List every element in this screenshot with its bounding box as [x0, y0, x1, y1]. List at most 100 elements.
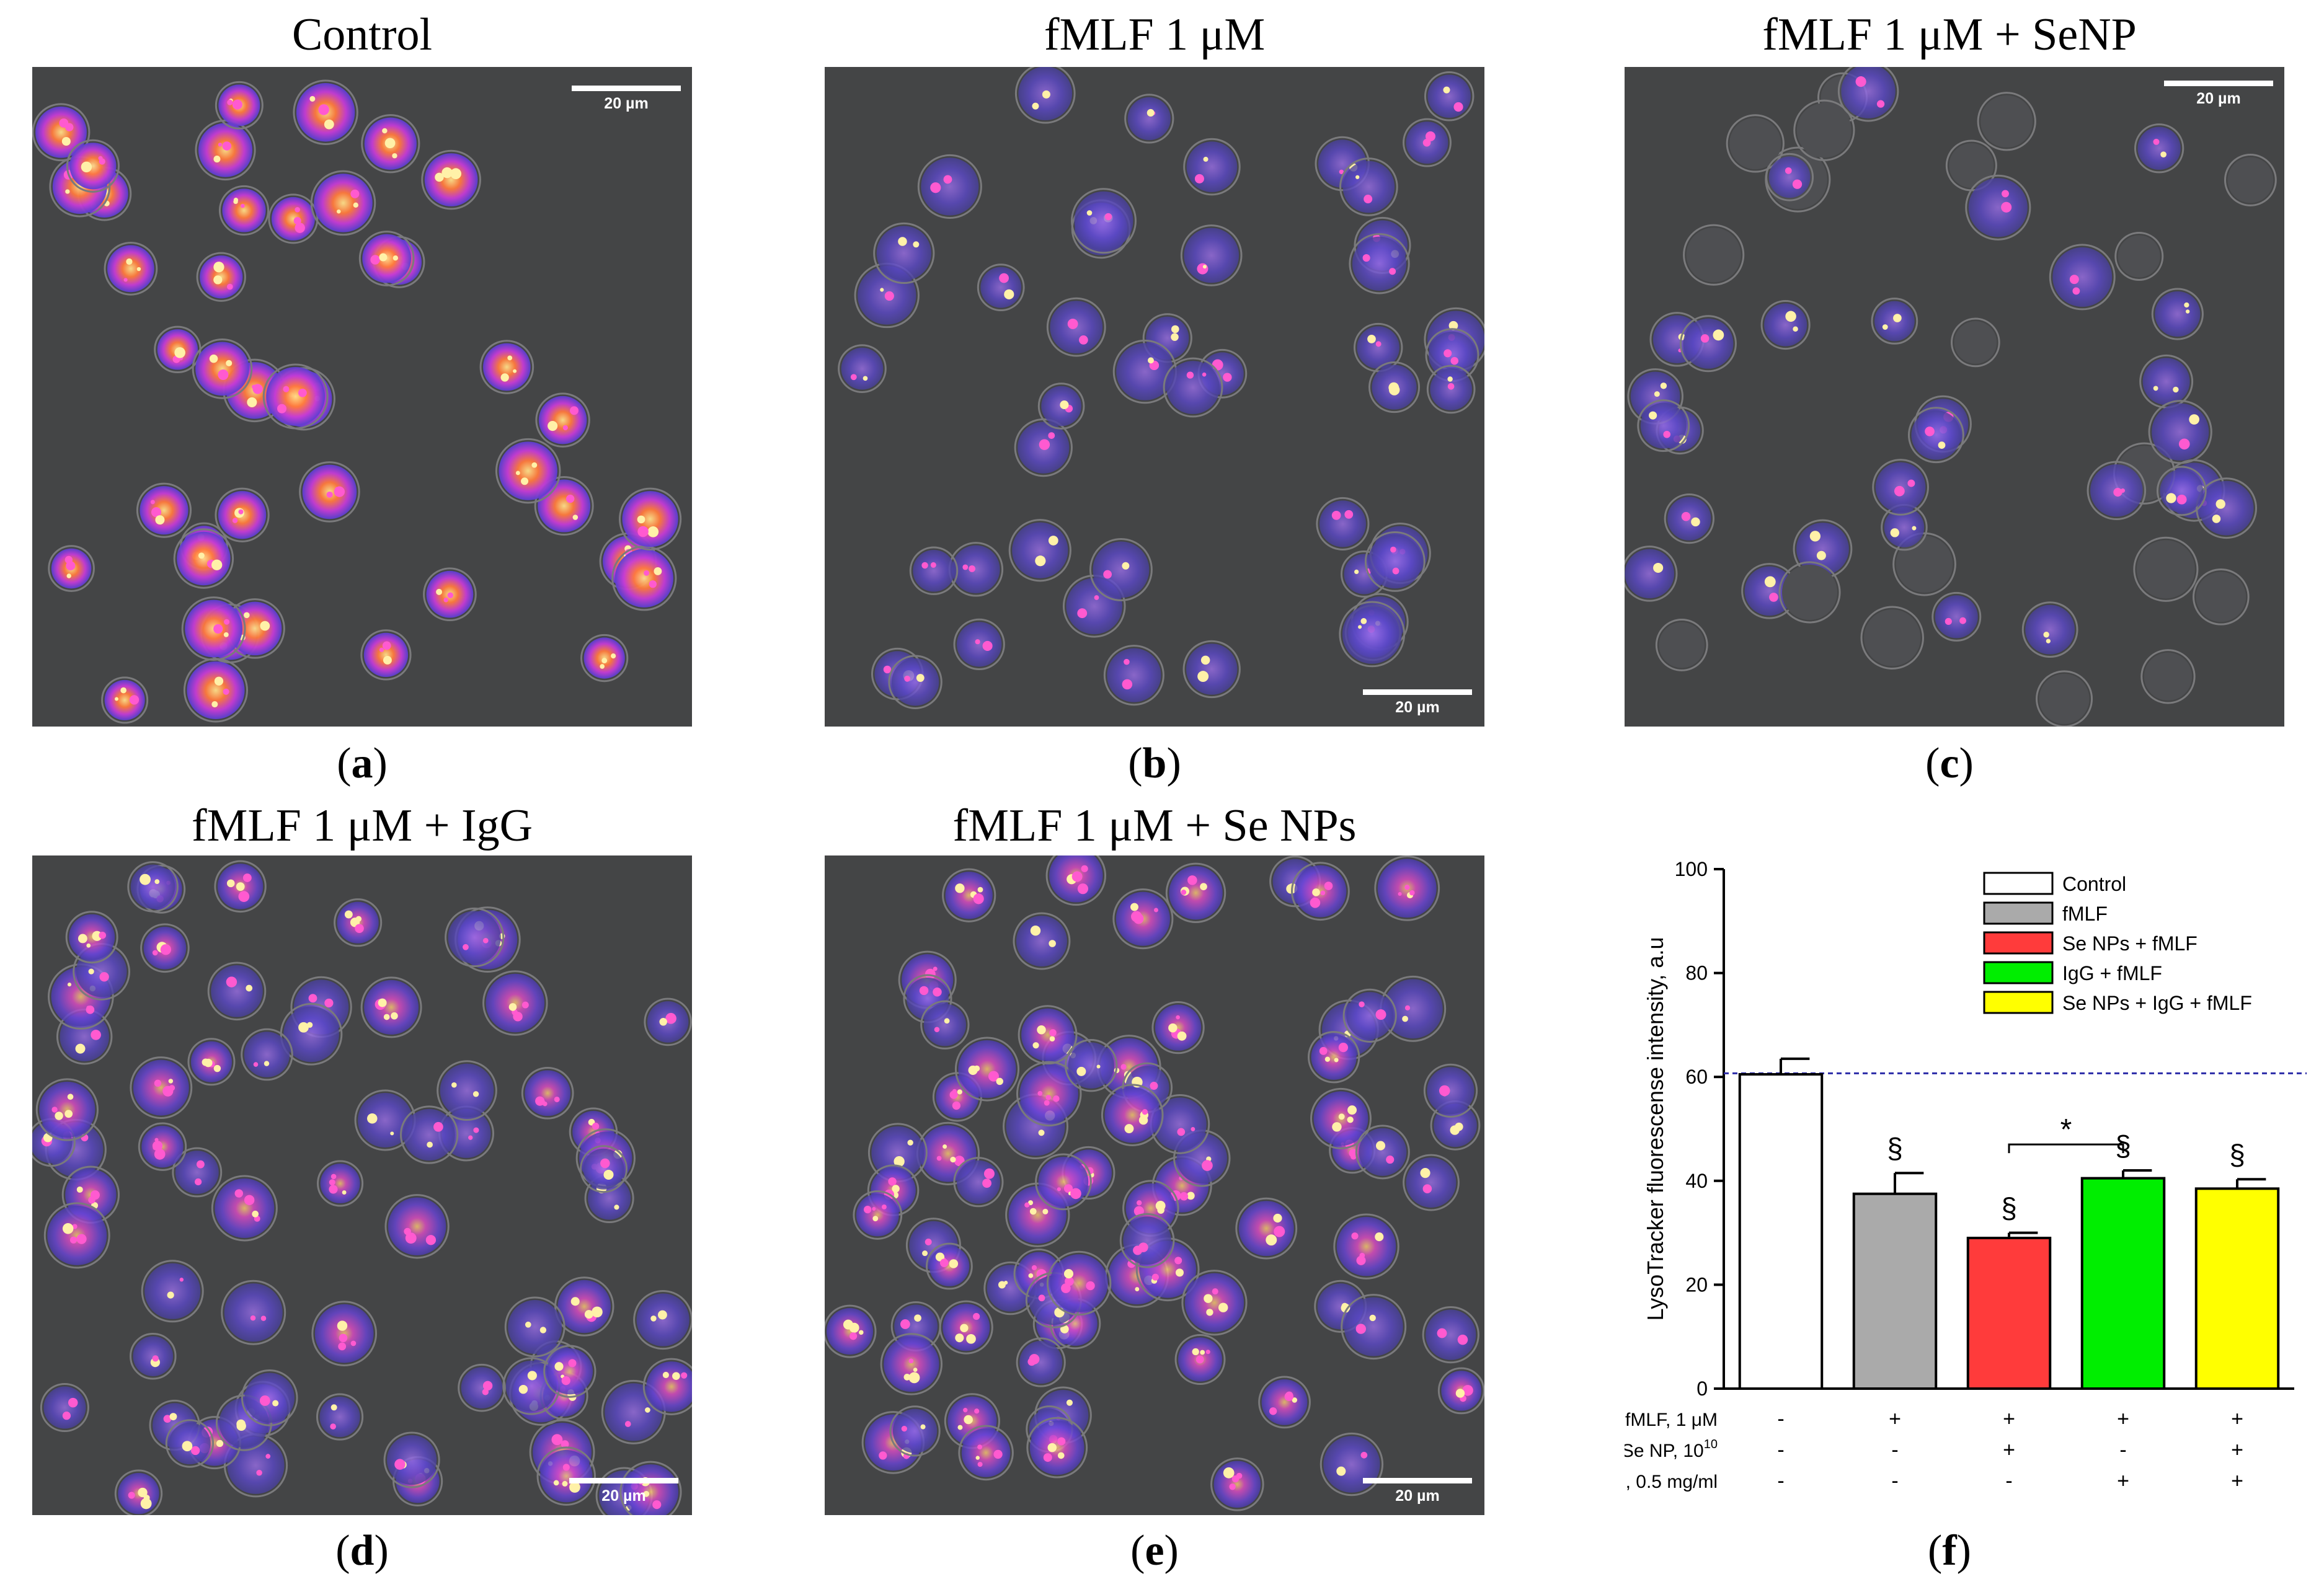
- cell: [211, 1175, 278, 1242]
- cell: [1258, 1376, 1311, 1429]
- cell: [215, 81, 264, 130]
- cell: [1339, 601, 1406, 668]
- cell: [130, 1332, 177, 1380]
- cell: [953, 1157, 1004, 1208]
- cell: [958, 1425, 1014, 1481]
- cell: [1035, 1153, 1092, 1211]
- cell: [1119, 1213, 1175, 1268]
- cell: [1014, 67, 1076, 124]
- cell: [317, 1160, 364, 1207]
- cell: [1760, 299, 1811, 350]
- cell: [1165, 862, 1226, 923]
- bar-5: [2194, 1187, 2280, 1390]
- cell: [1793, 99, 1855, 161]
- cell: [920, 1000, 970, 1050]
- micrograph-fmlf-igg: [32, 855, 692, 1515]
- cell: [853, 1190, 903, 1240]
- cell: [1008, 519, 1071, 582]
- panel-e-letter: (e): [1130, 1527, 1179, 1575]
- cell: [1112, 339, 1178, 404]
- cell: [154, 325, 202, 374]
- cell: [2193, 568, 2250, 626]
- cell: [1765, 153, 1814, 201]
- cell: [2224, 154, 2277, 206]
- cell: [423, 567, 477, 622]
- scalebar-d: 20 µm: [569, 1478, 678, 1505]
- scalebar-c-label: 20 µm: [2196, 90, 2241, 107]
- panel-f-letter: (f): [1928, 1527, 1971, 1575]
- cell: [183, 658, 249, 723]
- treatment-sign: -: [2119, 1438, 2126, 1462]
- scalebar-a-label: 20 µm: [604, 95, 649, 112]
- cell: [1342, 988, 1397, 1043]
- cell: [1437, 1367, 1484, 1415]
- legend-label-2: fMLF: [2062, 903, 2108, 925]
- cell: [953, 618, 1005, 670]
- cell: [521, 1066, 574, 1120]
- legend-label-4: IgG + fMLF: [2062, 962, 2162, 984]
- cell: [1316, 497, 1370, 550]
- cell: [1931, 591, 1982, 642]
- cell: [1182, 640, 1241, 699]
- cell: [1872, 459, 1929, 516]
- cell: [360, 629, 412, 681]
- legend-swatch-4: [1983, 961, 2054, 984]
- cell: [2139, 354, 2194, 409]
- cell: [1423, 1063, 1478, 1118]
- cell: [310, 170, 376, 236]
- cell: [43, 1202, 110, 1269]
- cell: [1907, 407, 1964, 464]
- cell: [66, 139, 120, 193]
- cell: [195, 119, 256, 181]
- cell: [873, 222, 935, 285]
- cell: [1210, 1457, 1264, 1511]
- cell: [1625, 546, 1678, 602]
- cell: [445, 907, 505, 968]
- treatment-row-label-3: IgG, 0.5 mg/ml: [1625, 1472, 1718, 1492]
- cell: [1037, 382, 1085, 430]
- cell: [2133, 536, 2199, 602]
- cell: [221, 1280, 286, 1345]
- panel-d-letter: (d): [335, 1527, 389, 1575]
- significance-bracket: [2008, 1143, 2124, 1154]
- cell: [458, 1363, 506, 1412]
- y-tick-label: 100: [1675, 858, 1708, 880]
- y-tick-label: 20: [1685, 1273, 1708, 1296]
- significance-mark-2: §: [1887, 1132, 1903, 1164]
- cell: [926, 1242, 973, 1290]
- cell: [1778, 561, 1841, 624]
- cell: [40, 1383, 89, 1433]
- y-tick-label: 80: [1685, 962, 1708, 984]
- cell: [32, 103, 91, 162]
- cell: [1403, 1154, 1460, 1211]
- y-tick-label: 60: [1685, 1066, 1708, 1088]
- cell-field: [32, 860, 692, 1515]
- treatment-row-superscript: 10: [1704, 1438, 1718, 1451]
- panel-a-title: Control: [291, 9, 433, 60]
- cell: [479, 340, 534, 394]
- cell: [504, 1296, 565, 1358]
- treatment-row-label-2: Se NP, 1010: [1625, 1438, 1718, 1461]
- cell: [2148, 400, 2212, 464]
- cell: [165, 1419, 215, 1468]
- cell: [888, 655, 942, 709]
- cell: [130, 1056, 193, 1119]
- y-tick-label: 0: [1696, 1377, 1708, 1400]
- cell-field: [838, 67, 1484, 709]
- cell: [181, 596, 246, 661]
- cell: [293, 79, 358, 145]
- cell: [495, 438, 561, 504]
- cell: [1726, 114, 1785, 173]
- legend-swatch-5: [1983, 991, 2054, 1014]
- cell: [554, 1276, 614, 1337]
- cell: [2087, 461, 2147, 521]
- cell: [2049, 244, 2116, 311]
- cell-field: [1625, 67, 2277, 727]
- cell: [1403, 118, 1452, 167]
- legend-label-1: Control: [2062, 873, 2126, 895]
- cell: [939, 1300, 993, 1355]
- cell: [1871, 298, 1918, 345]
- cell: [1181, 1270, 1248, 1336]
- cell: [482, 970, 548, 1036]
- cell: [1637, 399, 1690, 453]
